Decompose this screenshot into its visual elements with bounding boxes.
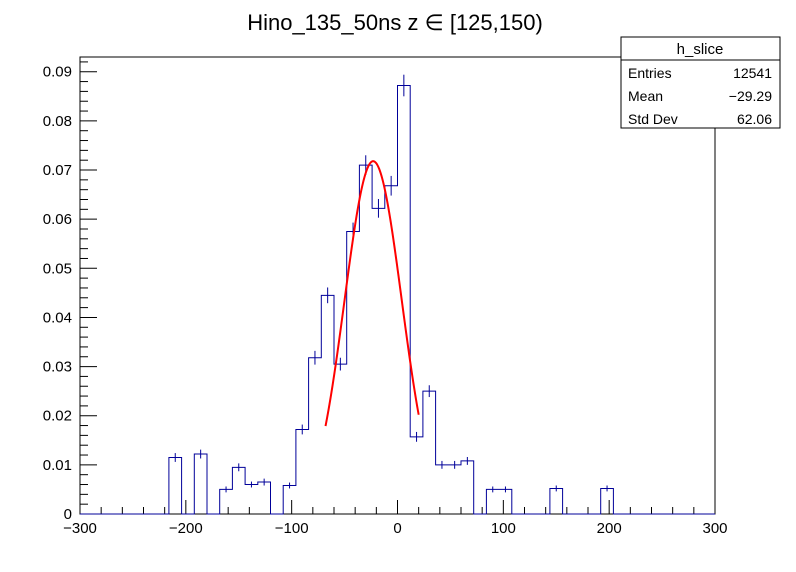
x-tick-label: 0: [393, 520, 401, 537]
stats-box-frame: [620, 36, 781, 129]
chart-title: Hino_135_50ns z ∈ [125,150): [247, 10, 543, 35]
histogram-layer: [80, 74, 715, 515]
x-tick-label: 300: [702, 520, 727, 537]
stats-mean-value: −29.29: [729, 88, 772, 104]
x-tick-label: −300: [63, 520, 97, 537]
stats-stddev-value: 62.06: [737, 111, 772, 127]
y-tick-label: 0.09: [43, 64, 72, 81]
y-tick-label: 0.03: [43, 359, 72, 376]
y-tick-label: 0.04: [43, 309, 72, 326]
x-tick-label: −200: [169, 520, 203, 537]
gaussian-fit-curve: [324, 160, 420, 427]
y-tick-label: 0.05: [43, 260, 72, 277]
y-tick-label: 0.06: [43, 211, 72, 228]
stats-entries-value: 12541: [733, 65, 772, 81]
y-tick-label: 0: [64, 506, 72, 523]
stats-box-title: h_slice: [677, 41, 724, 58]
y-tick-label: 0.01: [43, 457, 72, 474]
stats-box: h_slice Entries 12541 Mean −29.29 Std De…: [620, 36, 781, 129]
x-tick-label: −100: [275, 520, 309, 537]
axis-ticks: −300 −200 −100 0 100 200 300 0 0.01 0.02 0.03 0.04 0…: [43, 61, 728, 537]
fit-layer: [324, 160, 420, 427]
stats-mean-label: Mean: [628, 88, 663, 104]
histogram-outline: [80, 85, 715, 515]
stats-stddev-label: Std Dev: [628, 111, 678, 127]
x-tick-label: 100: [491, 520, 516, 537]
stats-entries-label: Entries: [628, 65, 672, 81]
x-tick-label: 200: [597, 520, 622, 537]
y-tick-label: 0.02: [43, 408, 72, 425]
y-tick-label: 0.07: [43, 162, 72, 179]
y-tick-label: 0.08: [43, 113, 72, 130]
